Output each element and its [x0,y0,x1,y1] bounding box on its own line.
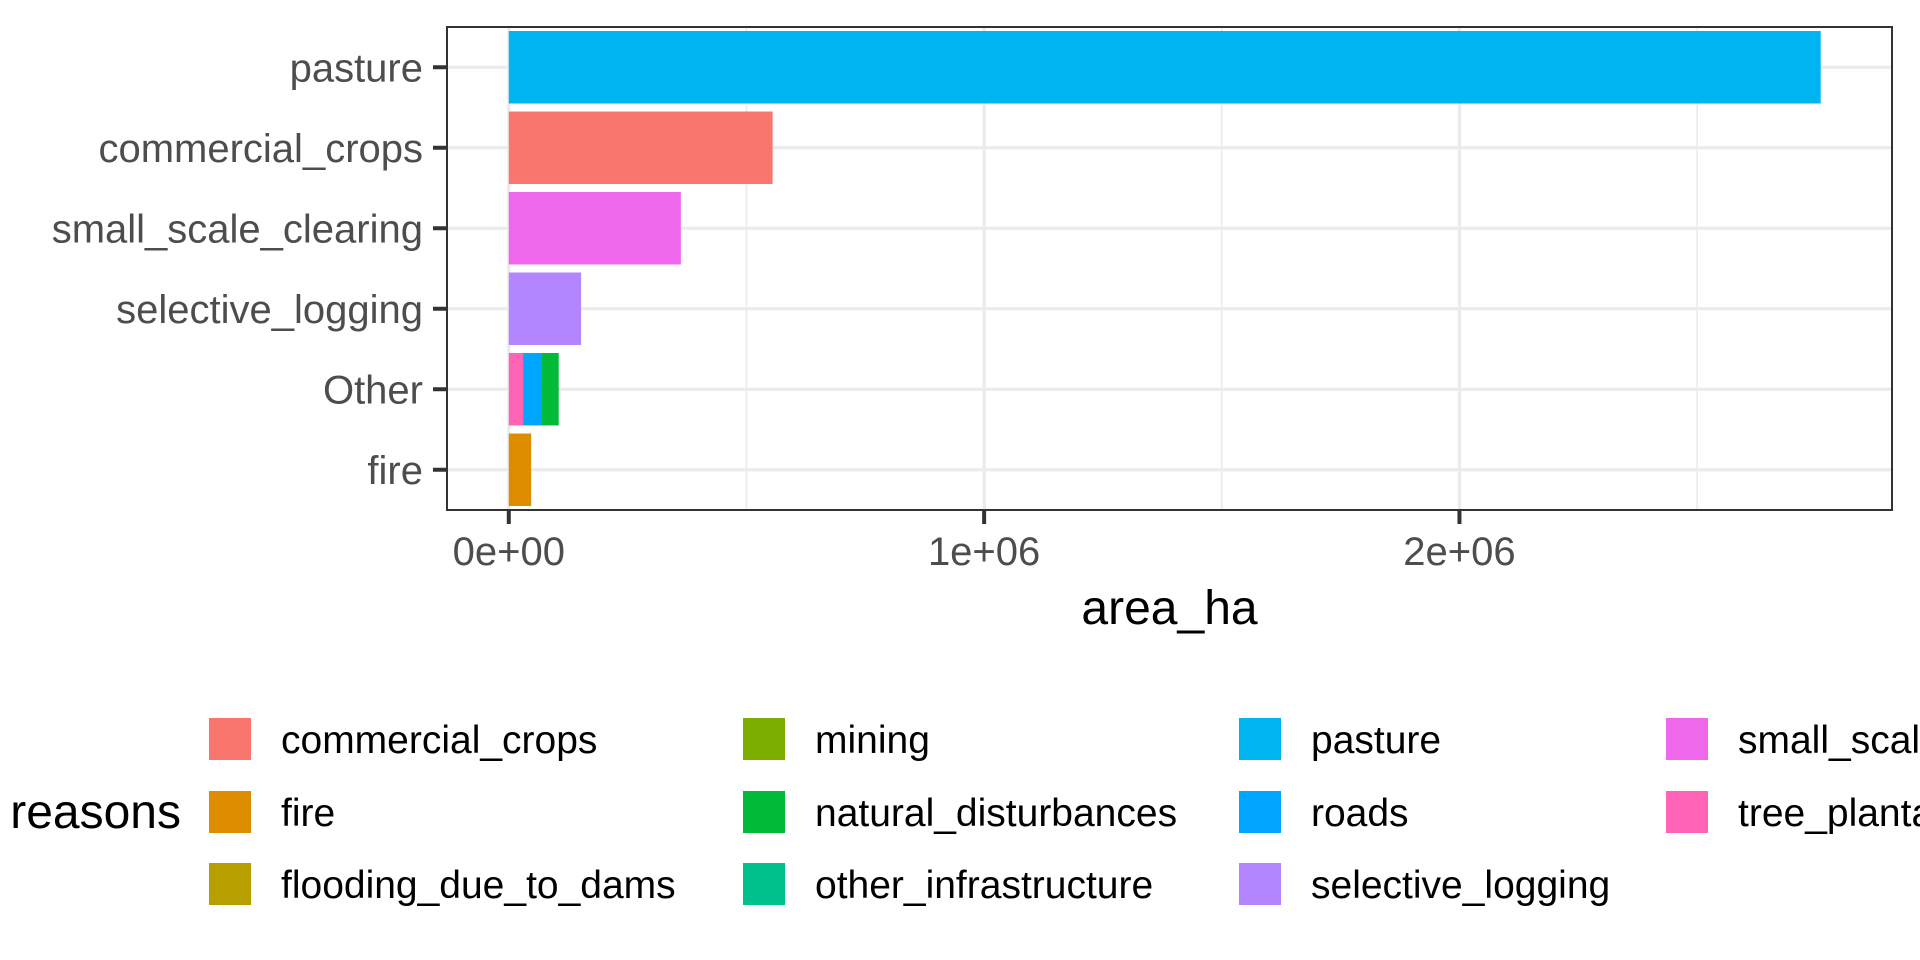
y-axis: pasture commercial_crops small_scale_clear… [52,46,447,493]
legend-key [743,718,785,760]
x-axis-title: area_ha [1081,582,1257,635]
legend-key [743,863,785,905]
legend-label: small_scale_clearing [1738,719,1920,762]
legend-key [1666,718,1708,760]
y-tick-label: small_scale_clearing [52,207,423,251]
legend-key [743,791,785,833]
y-tick-label: Other [323,368,423,412]
legend-label: mining [815,719,930,762]
legend-label: flooding_due_to_dams [281,864,676,907]
legend-label: commercial_crops [281,719,597,762]
legend-label: other_infrastructure [815,864,1153,907]
bar-segment [508,111,773,184]
x-axis: 0e+00 1e+06 2e+06 [453,510,1516,574]
legend-key [1239,718,1281,760]
bar-segment [508,31,1821,104]
legend-label: selective_logging [1311,864,1610,907]
plot-panel-border [446,26,1893,511]
legend-key [1666,791,1708,833]
legend-label: roads [1311,792,1409,835]
x-tick-label: 1e+06 [928,530,1040,574]
bar-segment [508,353,524,426]
legend-key [209,863,251,905]
y-tick-label: fire [367,449,423,493]
bar-segment [508,433,532,506]
legend-title: reasons [10,786,181,839]
bar-segment [508,272,582,345]
x-tick-label: 0e+00 [453,530,565,574]
legend-label: fire [281,792,335,835]
bars [508,31,1821,506]
legend-label: pasture [1311,719,1441,762]
y-tick-label: selective_logging [116,288,423,332]
legend-key [209,718,251,760]
legend-label: natural_disturbances [815,792,1177,835]
bar-segment [523,353,542,426]
bar-segment [508,192,681,265]
bar-segment [541,353,559,426]
x-tick-label: 2e+06 [1403,530,1515,574]
y-tick-label: commercial_crops [98,127,423,171]
legend-key [1239,863,1281,905]
legend-label: tree_plantations [1738,792,1920,835]
legend-key [1239,791,1281,833]
y-tick-label: pasture [290,46,423,90]
legend-key [209,791,251,833]
